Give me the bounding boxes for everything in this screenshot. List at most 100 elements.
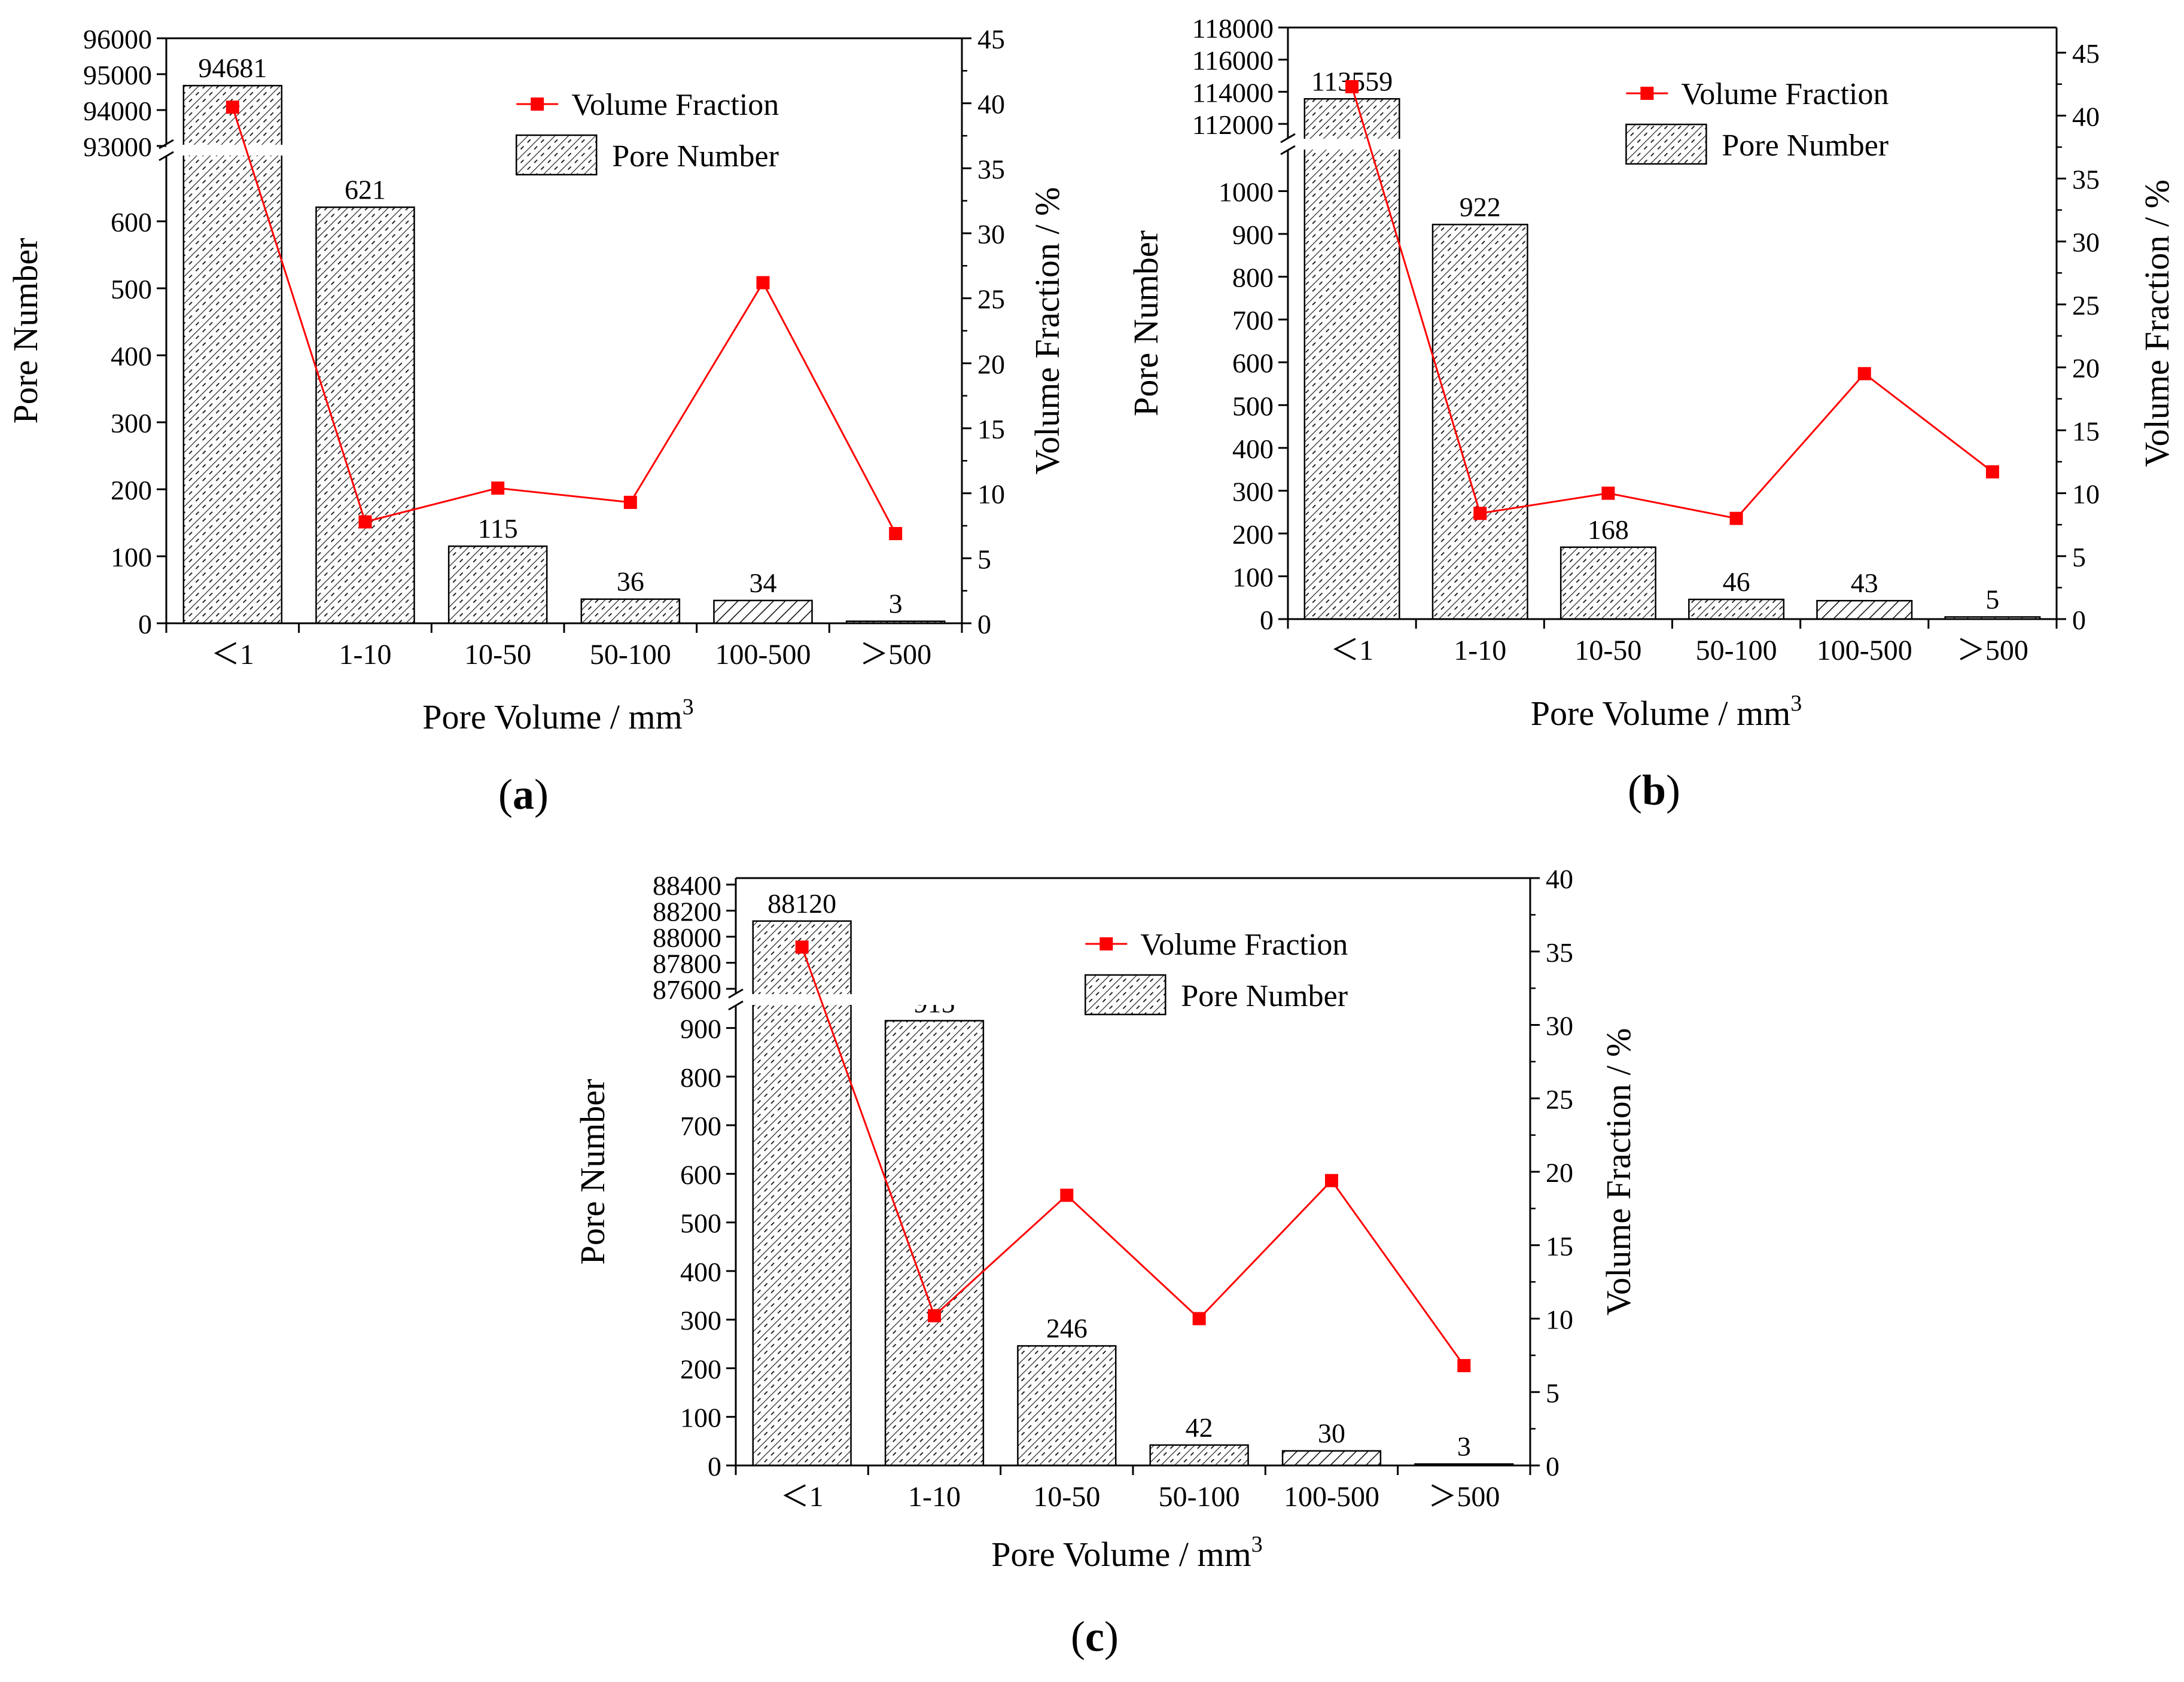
panel-label-paren: )	[534, 770, 549, 818]
y-tick-label: 95000	[83, 60, 152, 90]
line-series	[226, 100, 903, 541]
volume-fraction-point	[623, 495, 637, 509]
volume-fraction-line	[1351, 86, 1993, 520]
y-tick-label: 116000	[1192, 45, 1274, 76]
axis-break-mark	[159, 139, 174, 150]
legend-label-pore-number: Pore Number	[612, 139, 779, 173]
y-axis-lower-ticks: 0 100 200 300 400 500 600	[111, 207, 166, 639]
y-tick-label: 300	[680, 1305, 721, 1336]
x-tick-label: ＞500	[1428, 1481, 1500, 1513]
chart-panel-b: 1135599221684643501002003004005006007008…	[1126, 13, 2176, 814]
axis-break-mark	[159, 151, 174, 162]
volume-fraction-line	[801, 946, 1465, 1366]
x-tick-label: ＞500	[860, 639, 931, 671]
x-tick-label: ＜1	[211, 639, 254, 671]
y-tick-label: 100	[1232, 562, 1274, 592]
axis-break-mark	[1280, 145, 1296, 156]
x-axis-ticks: ＜1 1-10 10-50 50-100 100-500 ＞500	[165, 623, 963, 671]
x-axis-title: Pore Volume / mm3	[422, 694, 694, 736]
bar	[1303, 98, 1400, 620]
panel-label: (b)	[1628, 766, 1680, 814]
panel-label-letter: a	[513, 770, 534, 818]
y-tick-label: 800	[680, 1062, 721, 1093]
y-tick-label: 100	[111, 542, 152, 572]
y2-tick-label: 45	[977, 24, 1005, 54]
y2-tick-label: 45	[2072, 38, 2100, 69]
panel-label-letter: b	[1642, 766, 1666, 814]
y-tick-label: 0	[708, 1451, 721, 1482]
bar-value-label: 3	[1457, 1431, 1471, 1462]
bar-value-label: 246	[1046, 1313, 1088, 1343]
x-axis-title-text: Pore Volume / mm	[991, 1535, 1251, 1574]
y2-tick-label: 35	[2072, 164, 2100, 195]
y2-tick-label: 25	[2072, 290, 2100, 321]
x-axis-title: Pore Volume / mm3	[991, 1532, 1263, 1574]
panel-label-paren: )	[1104, 1613, 1119, 1660]
panel-label-paren: (	[498, 770, 513, 818]
legend-bar-swatch	[1085, 974, 1166, 1016]
y2-tick-label: 0	[1546, 1451, 1559, 1482]
y-tick-label: 400	[1232, 434, 1274, 464]
y2-tick-label: 15	[977, 414, 1005, 444]
x-tick-label: 50-100	[1159, 1481, 1240, 1513]
legend-bar-swatch	[515, 134, 598, 176]
bar-value-label: 42	[1186, 1412, 1213, 1443]
y-tick-label: 200	[111, 475, 152, 505]
y2-tick-label: 30	[977, 219, 1005, 249]
line-series	[1345, 80, 1999, 525]
y2-axis-title: Volume Fraction / %	[1028, 187, 1067, 475]
y2-tick-label: 35	[1546, 937, 1573, 968]
bar	[1017, 1345, 1117, 1467]
y2-tick-label: 5	[1546, 1378, 1559, 1408]
y-tick-label: 88400	[653, 870, 721, 901]
legend-label-pore-number: Pore Number	[1722, 129, 1888, 163]
bar-value-label: 168	[1588, 514, 1629, 545]
legend-label-volume-fraction: Volume Fraction	[571, 88, 779, 122]
bar-value-label: 922	[1460, 191, 1501, 222]
y2-tick-label: 10	[977, 479, 1005, 510]
y-axis-upper-ticks: 93000 94000 95000 96000	[83, 24, 166, 162]
y-tick-label: 600	[1232, 348, 1274, 379]
bar-series: 8812091524642303	[752, 888, 1514, 1467]
x-tick-label: 100-500	[715, 639, 811, 671]
y2-tick-label: 15	[1546, 1231, 1573, 1262]
panel-label-paren: )	[1666, 766, 1680, 814]
bar-series: 11355992216846435	[1303, 66, 2041, 620]
volume-fraction-point	[1457, 1359, 1471, 1373]
y-tick-label: 87800	[653, 949, 721, 979]
x-tick-label: 50-100	[590, 639, 671, 671]
y2-tick-label: 30	[1546, 1011, 1573, 1041]
y-tick-label: 600	[111, 207, 152, 237]
bar	[1431, 224, 1528, 620]
y2-tick-label: 20	[1546, 1157, 1573, 1188]
y2-tick-label: 20	[977, 349, 1005, 379]
x-axis-ticks: ＜1 1-10 10-50 50-100 100-500 ＞500	[1287, 619, 2058, 666]
panel-label: (c)	[1071, 1613, 1119, 1660]
y2-tick-label: 20	[2072, 353, 2100, 383]
panel-label-paren: (	[1071, 1613, 1085, 1660]
bar-value-label: 34	[750, 568, 777, 598]
bar-value-label: 88120	[767, 888, 836, 919]
y-tick-label: 94000	[83, 96, 152, 126]
bar-value-label: 43	[1851, 568, 1878, 598]
bar	[182, 84, 283, 624]
x-tick-label: 100-500	[1284, 1481, 1379, 1513]
legend-marker-swatch	[1099, 937, 1113, 950]
volume-fraction-point	[1473, 507, 1487, 520]
bar	[447, 545, 548, 624]
y-tick-label: 400	[680, 1257, 721, 1287]
panel-label-letter: c	[1085, 1613, 1104, 1660]
x-axis-title: Pore Volume / mm3	[1531, 691, 1802, 733]
y-tick-label: 87600	[653, 974, 721, 1005]
y-tick-label: 300	[111, 408, 152, 438]
legend: Volume Fraction Pore Number	[1085, 928, 1348, 1016]
line-series	[795, 940, 1471, 1373]
y-tick-label: 100	[680, 1403, 721, 1433]
y2-axis-title: Volume Fraction / %	[2137, 179, 2176, 467]
x-axis-title-text: Pore Volume / mm	[1531, 694, 1791, 733]
y2-axis-ticks: 0 5 10 15 20 25 30 35 40	[1530, 864, 1573, 1482]
volume-fraction-point	[928, 1309, 941, 1323]
y-tick-label: 1000	[1219, 177, 1274, 208]
y2-axis-ticks: 0 5 10 15 20 25 30 35 40 45	[2057, 38, 2100, 635]
